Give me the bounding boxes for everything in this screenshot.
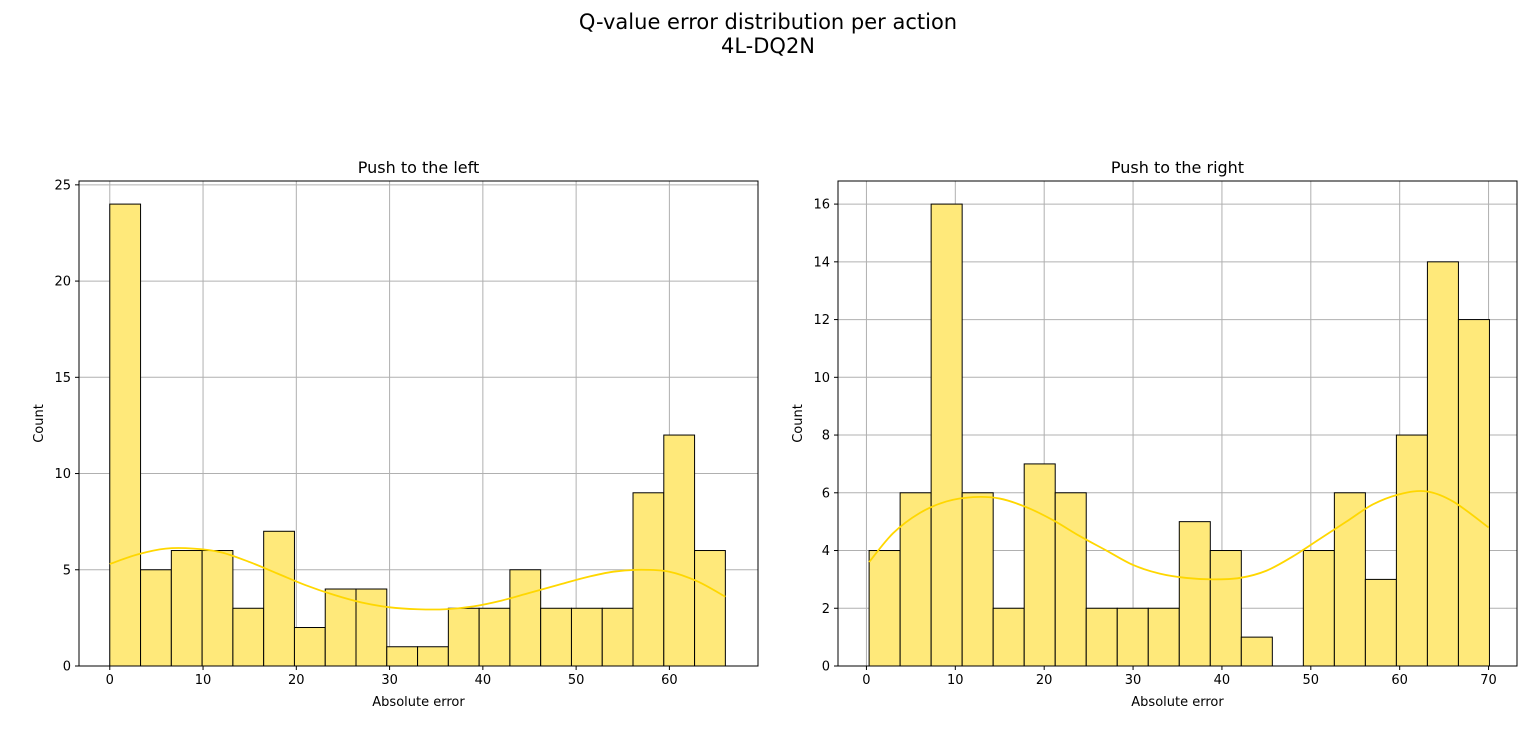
histogram-bar: [1240, 636, 1273, 667]
x-tick-label: 20: [288, 673, 305, 688]
histogram-bar: [232, 607, 265, 667]
histogram-bar: [509, 569, 542, 667]
histogram-bar: [386, 646, 419, 667]
y-tick-label: 0: [822, 660, 830, 675]
y-tick-label: 20: [54, 275, 71, 290]
y-tick-label: 15: [54, 371, 71, 386]
y-tick-label: 2: [822, 602, 830, 617]
x-tick-label: 30: [381, 673, 398, 688]
left-histogram-panel: 0 10 20 30 40 50 60 0 5 10 15 20 25 Push to the left A…: [32, 158, 759, 710]
y-tick-label: 14: [813, 255, 830, 270]
histogram-bar: [109, 203, 142, 667]
histogram-bar: [1147, 607, 1180, 667]
x-axis-title: Absolute error: [372, 695, 465, 710]
figure-title-line-1: Q-value error distribution per action: [578, 10, 958, 34]
x-tick-label: 60: [1391, 673, 1408, 688]
histogram-bar: [1023, 463, 1056, 667]
histogram-bar: [570, 607, 603, 667]
x-tick-label: 0: [862, 673, 870, 688]
x-tick-label: 50: [568, 673, 585, 688]
y-tick-label: 25: [54, 178, 71, 193]
histogram-bar: [601, 607, 634, 667]
histogram-bar: [447, 607, 480, 667]
right-histogram-panel: 0 10 20 30 40 50 60 70 0 2 4 6 8 10 12 14 16 Push to the …: [791, 158, 1518, 710]
histogram-bar: [478, 607, 511, 667]
x-tick-label: 0: [106, 673, 114, 688]
figure-title-line-2: 4L-DQ2N: [720, 34, 816, 58]
histogram-bar: [899, 492, 932, 667]
histogram-bar: [1333, 492, 1366, 667]
axes-frame: [837, 180, 1518, 667]
histogram-bar: [663, 434, 696, 667]
histogram-bar: [1426, 261, 1459, 667]
x-tick-label: 40: [1214, 673, 1231, 688]
axes-frame: [78, 180, 759, 667]
histogram-bar: [961, 492, 994, 667]
y-tick-label: 6: [822, 486, 830, 501]
histogram-bar: [417, 646, 449, 667]
histogram-bar: [293, 627, 326, 667]
x-tick-label: 60: [661, 673, 678, 688]
y-tick-label: 10: [54, 467, 71, 482]
histogram-bar: [694, 550, 726, 667]
histogram-bar: [1116, 607, 1149, 667]
histogram-bar: [1085, 607, 1118, 667]
x-axis-title: Absolute error: [1131, 695, 1224, 710]
x-tick-label: 10: [947, 673, 964, 688]
y-tick-label: 10: [813, 371, 830, 386]
panel-title: Push to the right: [1111, 158, 1244, 177]
kde-curve: [868, 490, 1490, 581]
histogram-bar: [170, 550, 203, 667]
histogram-bar: [992, 607, 1025, 667]
histogram-bar: [1302, 550, 1335, 667]
histogram-bar: [1395, 434, 1428, 667]
histogram-bar: [1364, 578, 1397, 667]
y-tick-label: 5: [63, 563, 71, 578]
y-tick-label: 0: [63, 660, 71, 675]
y-axis-title: Count: [791, 404, 806, 443]
x-tick-label: 30: [1125, 673, 1142, 688]
histogram-bar: [1457, 319, 1490, 667]
histogram-bar: [632, 492, 665, 667]
histogram-bar: [324, 588, 357, 667]
x-tick-label: 50: [1303, 673, 1320, 688]
histogram-bar: [1209, 550, 1242, 667]
x-tick-label: 20: [1036, 673, 1053, 688]
histogram-bar: [930, 203, 963, 667]
kde-curve: [109, 547, 726, 611]
figure-title: Q-value error distribution per action 4L…: [0, 10, 1536, 58]
y-tick-label: 4: [822, 544, 830, 559]
histogram-bar: [355, 588, 388, 667]
histogram-bar: [1054, 492, 1087, 667]
x-tick-label: 40: [475, 673, 492, 688]
x-tick-label: 70: [1480, 673, 1497, 688]
histogram-bar: [1178, 521, 1211, 667]
histogram-bar: [263, 530, 295, 667]
histogram-bar: [540, 607, 572, 667]
histogram-bar: [868, 550, 901, 667]
panel-title: Push to the left: [358, 158, 479, 177]
histogram-bar: [201, 550, 234, 667]
histogram-bar: [140, 569, 172, 667]
y-tick-label: 16: [813, 198, 830, 213]
y-tick-label: 12: [813, 313, 830, 328]
y-tick-label: 8: [822, 429, 830, 444]
x-tick-label: 10: [195, 673, 212, 688]
y-axis-title: Count: [32, 404, 47, 443]
